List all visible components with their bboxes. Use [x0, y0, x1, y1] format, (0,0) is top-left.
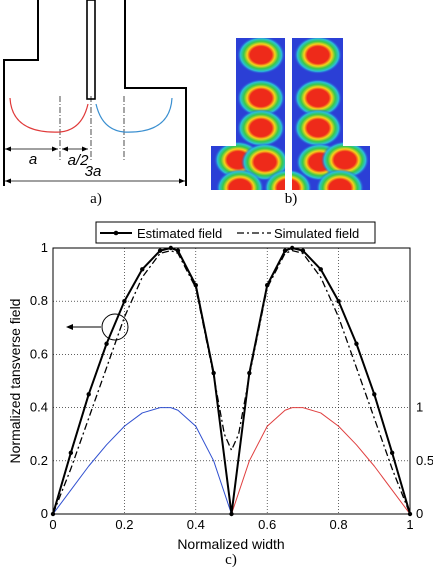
legend-box: [95, 221, 376, 244]
series-marker-estimated: [300, 248, 306, 253]
y-tick-label: 1: [41, 240, 48, 255]
label-3a: 3a: [85, 163, 102, 180]
y-tick-label: 0.4: [30, 400, 48, 415]
right-tick-label: 0: [416, 506, 423, 521]
caption-a: a): [90, 191, 102, 207]
panel-b-field-map: b): [211, 38, 370, 207]
series-marker-estimated: [86, 392, 91, 397]
series-marker-estimated: [104, 341, 109, 346]
arrowhead: [52, 146, 58, 152]
x-tick-label: 1: [406, 517, 413, 532]
y-axis-label: Normalized tansverse field: [7, 299, 23, 464]
field-hotspot: [237, 109, 285, 147]
field-hotspot: [321, 141, 369, 179]
arrowhead: [5, 178, 11, 184]
series-layer: [50, 245, 413, 517]
legend-marker-estimated: [113, 230, 119, 236]
x-tick-label: 0.6: [258, 517, 276, 532]
series-marker-estimated: [282, 248, 288, 253]
series-marker-estimated: [140, 267, 145, 272]
arrowhead: [82, 146, 88, 152]
label-a: a: [29, 151, 37, 168]
series-marker-estimated: [175, 248, 181, 253]
x-tick-label: 0: [49, 517, 56, 532]
series-marker-estimated: [122, 299, 127, 304]
right-tick-label: 0.5: [416, 453, 433, 468]
series-marker-estimated: [372, 392, 377, 397]
arrowhead: [66, 324, 73, 330]
septum: [86, 0, 96, 100]
series-line-estimated: [52, 247, 411, 515]
right-tick-label: 1: [416, 400, 423, 415]
x-tick-label: 0.2: [115, 517, 133, 532]
legend: Estimated field Simulated field: [95, 221, 376, 244]
y-tick-label: 0.6: [30, 346, 48, 361]
y-tick-label: 0.8: [30, 293, 48, 308]
series-marker-estimated: [193, 283, 198, 288]
series-marker-estimated: [265, 283, 270, 288]
series-marker-estimated: [389, 450, 395, 456]
series-marker-estimated: [50, 511, 56, 517]
legend-label-estimated: Estimated field: [137, 226, 222, 241]
field-hotspot: [294, 79, 342, 117]
series-marker-estimated: [336, 299, 341, 304]
series-marker-estimated: [289, 245, 295, 251]
arrowhead: [179, 178, 185, 184]
x-tick-label: 0.8: [330, 517, 348, 532]
y-tick-label: 0.2: [30, 453, 48, 468]
field-curve-left: [9, 97, 89, 133]
annotation-circle: [101, 313, 129, 341]
label-a-half: a/2: [68, 152, 90, 169]
field-hotspot: [294, 38, 342, 74]
field-hotspot: [294, 109, 342, 147]
series-marker-estimated: [157, 248, 163, 253]
field-hotspot: [316, 169, 364, 190]
caption-c: c): [225, 552, 237, 567]
series-marker-estimated: [211, 370, 216, 376]
arrowhead: [62, 146, 68, 152]
series-line-blue: [52, 407, 232, 515]
x-tick-label: 0.4: [187, 517, 205, 532]
field-hotspot: [237, 38, 285, 74]
series-marker-estimated: [68, 450, 74, 456]
series-marker-estimated: [318, 267, 323, 272]
field-curve-right: [95, 97, 173, 133]
caption-b: b): [285, 191, 298, 207]
x-axis-label: Normalized width: [177, 536, 284, 552]
series-line-red: [231, 407, 411, 515]
panel-a-diagram: a a/2 3a a): [3, 0, 187, 207]
septum-b: [285, 38, 292, 158]
structure-outline: [3, 0, 187, 186]
series-marker-estimated: [407, 511, 413, 517]
chart-grid: [52, 247, 411, 515]
y-tick-label: 0: [41, 506, 48, 521]
field-hotspot: [237, 79, 285, 117]
field-hotspot: [216, 169, 264, 190]
plot-frame: [52, 247, 411, 515]
series-marker-estimated: [247, 370, 252, 376]
legend-label-simulated: Simulated field: [274, 226, 359, 241]
series-marker-estimated: [354, 341, 359, 346]
arrowhead: [5, 146, 11, 152]
series-marker-estimated: [229, 511, 234, 517]
series-line-simulated: [52, 250, 411, 515]
series-marker-estimated: [168, 245, 174, 251]
